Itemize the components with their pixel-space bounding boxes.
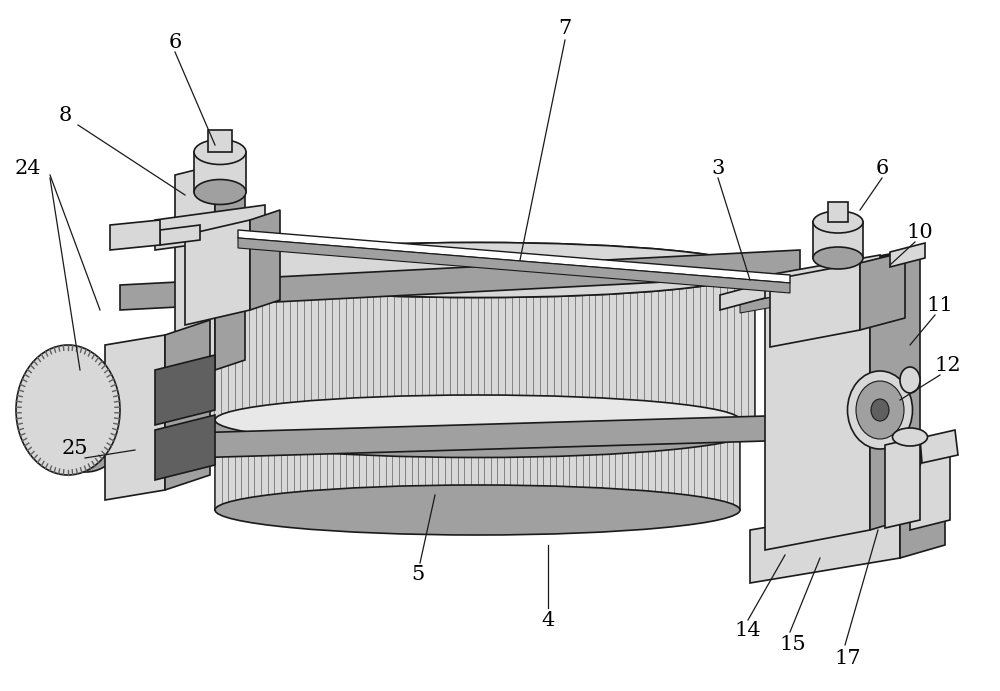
- Polygon shape: [885, 437, 920, 528]
- Polygon shape: [910, 450, 950, 530]
- Text: 12: 12: [935, 355, 961, 375]
- Polygon shape: [813, 222, 863, 258]
- Ellipse shape: [215, 485, 740, 535]
- Ellipse shape: [42, 358, 130, 472]
- Polygon shape: [250, 210, 280, 310]
- Text: 7: 7: [558, 19, 572, 37]
- Polygon shape: [155, 415, 215, 480]
- Text: 6: 6: [875, 158, 889, 178]
- Ellipse shape: [813, 211, 863, 233]
- Polygon shape: [194, 152, 246, 192]
- Text: 6: 6: [168, 32, 182, 52]
- Polygon shape: [155, 205, 265, 250]
- Polygon shape: [110, 220, 160, 250]
- Polygon shape: [770, 263, 860, 347]
- Text: 11: 11: [927, 296, 953, 314]
- Polygon shape: [720, 283, 765, 310]
- Polygon shape: [160, 225, 200, 245]
- Text: 3: 3: [711, 158, 725, 178]
- Text: 14: 14: [735, 621, 761, 639]
- Polygon shape: [238, 230, 790, 283]
- Polygon shape: [740, 255, 880, 303]
- Polygon shape: [900, 493, 945, 558]
- Polygon shape: [890, 243, 925, 267]
- Ellipse shape: [16, 345, 120, 475]
- Ellipse shape: [900, 367, 920, 393]
- Polygon shape: [920, 430, 958, 463]
- Text: 10: 10: [907, 223, 933, 241]
- Polygon shape: [120, 250, 800, 310]
- Polygon shape: [765, 248, 920, 280]
- Ellipse shape: [215, 395, 740, 445]
- Polygon shape: [208, 130, 232, 152]
- Ellipse shape: [871, 399, 889, 421]
- Text: 15: 15: [780, 636, 806, 654]
- Polygon shape: [765, 260, 870, 550]
- Ellipse shape: [194, 180, 246, 205]
- Ellipse shape: [893, 428, 928, 446]
- Polygon shape: [740, 278, 880, 313]
- Polygon shape: [860, 252, 905, 330]
- Ellipse shape: [813, 247, 863, 269]
- Polygon shape: [175, 165, 215, 380]
- Polygon shape: [185, 220, 250, 325]
- Ellipse shape: [200, 402, 755, 457]
- Polygon shape: [238, 238, 790, 293]
- Ellipse shape: [200, 243, 755, 298]
- Ellipse shape: [856, 381, 904, 439]
- Ellipse shape: [200, 243, 755, 298]
- Polygon shape: [200, 270, 755, 430]
- Ellipse shape: [899, 446, 921, 474]
- Ellipse shape: [848, 371, 912, 449]
- Polygon shape: [120, 415, 800, 460]
- Polygon shape: [155, 355, 215, 425]
- Polygon shape: [105, 335, 165, 500]
- Ellipse shape: [194, 140, 246, 164]
- Text: 17: 17: [835, 648, 861, 668]
- Polygon shape: [828, 202, 848, 222]
- Polygon shape: [750, 505, 900, 583]
- Polygon shape: [870, 248, 920, 530]
- Text: 5: 5: [411, 565, 425, 585]
- Text: 25: 25: [62, 439, 88, 457]
- Polygon shape: [165, 320, 210, 490]
- Text: 4: 4: [541, 611, 555, 630]
- Text: 8: 8: [58, 106, 72, 124]
- Polygon shape: [215, 155, 245, 370]
- Text: 24: 24: [15, 158, 41, 178]
- Polygon shape: [215, 420, 740, 510]
